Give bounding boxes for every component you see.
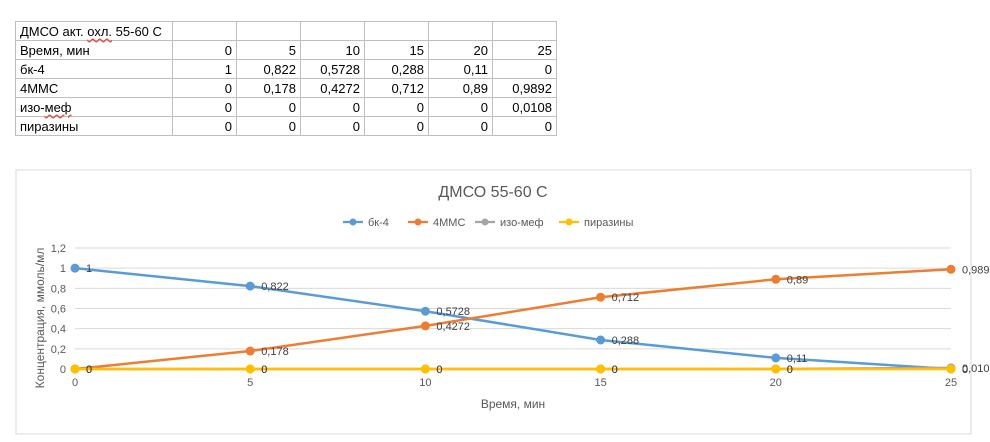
row-label-text: бк-4 (20, 61, 45, 77)
data-label: 0 (962, 364, 968, 376)
chart-area[interactable] (15, 169, 972, 435)
data-point[interactable] (70, 263, 80, 273)
row-label[interactable]: пиразины (15, 116, 173, 136)
legend-label[interactable]: изо-меф (500, 217, 544, 229)
data-label: 0 (962, 364, 968, 376)
row-label[interactable]: изо-меф (15, 97, 173, 117)
legend[interactable]: бк-4 4ММС изо-меф пиразины (343, 217, 633, 229)
table-cell[interactable]: 0 (300, 116, 365, 136)
table-cell[interactable]: 0 (492, 116, 557, 136)
table-cell[interactable]: 0,4272 (300, 78, 365, 98)
y-axis[interactable]: 0 0,2 0,4 0,6 0,8 1 1,2 (51, 243, 66, 376)
data-label: 0,0108 (962, 363, 990, 375)
legend-swatch-marker (565, 218, 573, 226)
table-row: пиразины 0 0 0 0 0 0 (15, 116, 557, 136)
table-cell[interactable]: 0,11 (428, 59, 493, 79)
table-cell[interactable]: 0 (236, 116, 301, 136)
data-label: 0,712 (612, 292, 640, 304)
series-line[interactable] (73, 268, 953, 371)
y-tick-label: 0 (60, 364, 66, 376)
data-point[interactable] (771, 274, 781, 284)
row-label[interactable]: бк-4 (15, 59, 173, 79)
title-part: ДМСО акт. (20, 23, 88, 39)
data-label: 0 (86, 364, 92, 376)
legend-swatch-marker (481, 218, 489, 226)
y-tick-label: 0,8 (51, 283, 66, 295)
data-label: 0 (261, 364, 267, 376)
row-label-text: 4ММС (20, 80, 59, 96)
data-point[interactable] (596, 364, 606, 374)
x-tick-label: 5 (247, 377, 253, 389)
row-label-text-spellcheck: меф (44, 99, 72, 115)
data-label: 0,89 (787, 274, 808, 286)
title-part: 55-60 С (112, 23, 162, 39)
title-part-spellcheck: охл. (87, 23, 113, 39)
data-label: 0 (436, 364, 442, 376)
series-line[interactable] (73, 266, 953, 371)
data-point[interactable] (596, 335, 606, 345)
data-label: 0 (86, 364, 92, 376)
table-row: Время, мин 0 5 10 15 20 25 (15, 40, 557, 60)
data-label: 0 (261, 364, 267, 376)
x-axis[interactable]: 0 5 10 15 20 25 (72, 377, 957, 389)
y-tick-label: 0,4 (51, 324, 66, 336)
data-label: 0,4272 (436, 321, 470, 333)
row-label-text: изо- (20, 99, 45, 115)
data-label: 0,288 (612, 335, 640, 347)
data-label: 0,178 (261, 346, 289, 358)
data-point[interactable] (771, 353, 781, 363)
data-point[interactable] (946, 264, 956, 274)
x-tick-label: 20 (770, 377, 782, 389)
data-label: 0 (86, 364, 92, 376)
data-point[interactable] (420, 321, 430, 331)
table-cell[interactable]: 0 (428, 116, 493, 136)
data-point[interactable] (596, 292, 606, 302)
data-point[interactable] (946, 364, 956, 374)
data-label: 0,9892 (962, 264, 990, 276)
table-cell[interactable]: 0,288 (364, 59, 429, 79)
legend-label[interactable]: бк-4 (368, 217, 389, 229)
data-point[interactable] (420, 364, 430, 374)
table-cell[interactable]: 0 (364, 116, 429, 136)
legend-swatch-marker (349, 218, 357, 226)
table-row: ДМСО акт. охл. 55-60 С (15, 21, 557, 41)
table-cell[interactable]: 0 (172, 116, 237, 136)
y-tick-label: 1 (60, 263, 66, 275)
legend-label[interactable]: 4ММС (433, 217, 465, 229)
data-point[interactable] (70, 364, 80, 374)
data-label: 0 (436, 364, 442, 376)
data-point[interactable] (420, 306, 430, 316)
x-tick-label: 0 (72, 377, 78, 389)
data-label: 0,5728 (436, 306, 470, 318)
data-label: 0,11 (787, 353, 808, 365)
chart-title[interactable]: ДМСО 55-60 С (438, 184, 547, 201)
data-label: 0,822 (261, 281, 289, 293)
data-labels: 10,8220,57280,2880,11000,1780,42720,7120… (86, 263, 990, 376)
data-point[interactable] (245, 346, 255, 356)
data-point[interactable] (771, 364, 781, 374)
y-tick-label: 0,6 (51, 304, 66, 316)
y-tick-label: 1,2 (51, 243, 66, 255)
plot-series[interactable] (70, 263, 956, 374)
table-cell[interactable]: 0,5728 (300, 59, 365, 79)
legend-label[interactable]: пиразины (584, 217, 633, 229)
legend-swatch-marker (414, 218, 422, 226)
data-point[interactable] (245, 364, 255, 374)
table-cell[interactable]: 0,0108 (492, 97, 557, 117)
x-tick-label: 15 (594, 377, 606, 389)
row-label-text: пиразины (20, 118, 79, 134)
x-tick-label: 25 (945, 377, 957, 389)
data-point[interactable] (245, 281, 255, 291)
y-axis-title[interactable]: Концентрация, ммоль/мл (33, 248, 47, 389)
x-axis-title[interactable]: Время, мин (481, 397, 545, 411)
y-tick-label: 0,2 (51, 344, 66, 356)
data-table: ДМСО акт. охл. 55-60 С Время, мин 0 5 10… (15, 21, 557, 136)
data-label: 0 (612, 364, 618, 376)
x-tick-label: 10 (419, 377, 431, 389)
data-label: 0 (612, 364, 618, 376)
data-label: 0 (787, 364, 793, 376)
data-label: 1 (86, 263, 92, 275)
data-label: 0 (787, 364, 793, 376)
